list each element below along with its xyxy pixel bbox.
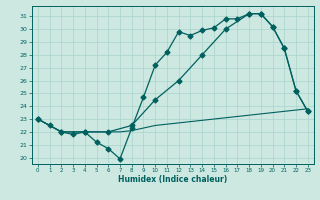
X-axis label: Humidex (Indice chaleur): Humidex (Indice chaleur)	[118, 175, 228, 184]
